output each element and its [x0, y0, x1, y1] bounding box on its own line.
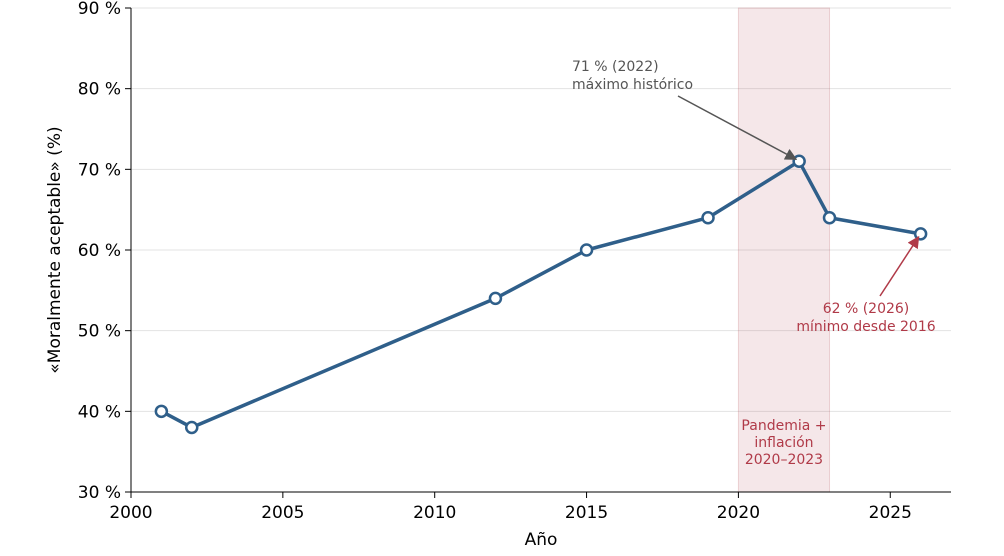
y-axis-title: «Moralmente aceptable» (%) [45, 126, 65, 373]
series-line [159, 159, 923, 430]
y-tick-label: 60 % [78, 241, 121, 261]
y-tick-label: 90 % [78, 0, 121, 19]
y-tick-label: 50 % [78, 322, 121, 342]
annotation-max-arrow [677, 95, 798, 160]
x-tick-label: 2015 [565, 503, 608, 523]
annotation-layer: 71 % (2022) máximo histórico 62 % (2026) mí… [572, 59, 936, 335]
grid-layer [131, 7, 951, 493]
data-point [701, 210, 715, 225]
annotation-max-text: máximo histórico [572, 77, 693, 93]
annotation-min-arrow [879, 235, 920, 297]
data-point [792, 154, 806, 169]
shaded-region-label: 2020–2023 [745, 452, 823, 468]
data-point [184, 420, 199, 435]
data-point [488, 291, 503, 306]
shaded-region-label: inflación [754, 435, 813, 451]
data-point [913, 227, 928, 241]
x-tick-label: 2005 [261, 503, 304, 523]
y-tick-label: 80 % [78, 80, 121, 100]
x-axis-title: Año [525, 530, 558, 550]
annotation-min-text: mínimo desde 2016 [796, 319, 935, 335]
data-point [154, 404, 169, 419]
x-tick-label: 2025 [869, 503, 912, 523]
annotation-max-text: 71 % (2022) [572, 59, 659, 75]
x-tick-label: 2000 [109, 503, 152, 523]
y-tick-label: 30 % [78, 483, 121, 503]
y-tick-label: 40 % [78, 402, 121, 422]
y-tick-label: 70 % [78, 160, 121, 180]
x-tick-label: 2020 [717, 503, 760, 523]
axes-layer: 30 % 40 % 50 % 60 % 70 % 80 % 90 % 2000 2005 2010… [78, 0, 951, 523]
annotation-min-text: 62 % (2026) [823, 301, 910, 317]
series-layer [154, 154, 928, 435]
data-point [579, 243, 594, 257]
data-point [822, 210, 837, 225]
shaded-region-label: Pandemia + [741, 418, 826, 434]
x-tick-label: 2010 [413, 503, 456, 523]
